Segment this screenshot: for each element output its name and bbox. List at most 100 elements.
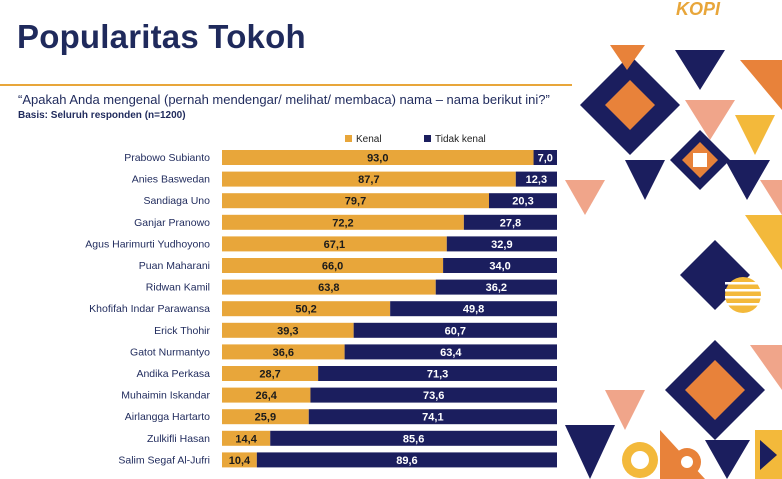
bar-kenal <box>222 430 271 446</box>
deco-shape <box>605 390 645 430</box>
bar-kenal <box>222 171 516 187</box>
value-label-kenal: 26,4 <box>256 390 278 402</box>
value-label-tidak-kenal: 63,4 <box>440 347 462 359</box>
decorative-pattern <box>565 45 782 479</box>
chart-rows: Prabowo Subianto 93,0 7,0 Anies Baswedan 87,… <box>85 150 557 468</box>
page-title: Popularitas Tokoh <box>17 18 306 55</box>
deco-shape <box>750 345 782 390</box>
deco-shape <box>740 60 782 110</box>
bar-tidak-kenal <box>270 430 557 446</box>
value-label-tidak-kenal: 85,6 <box>403 433 424 445</box>
bar-kenal <box>222 236 447 252</box>
bar-tidak-kenal <box>446 236 557 252</box>
bar-kenal <box>222 301 391 317</box>
value-label-tidak-kenal: 89,6 <box>396 455 417 467</box>
deco-shape <box>725 303 761 306</box>
deco-shape <box>705 440 750 479</box>
deco-shape <box>735 115 775 155</box>
value-label-tidak-kenal: 34,0 <box>489 261 510 273</box>
category-label: Khofifah Indar Parawansa <box>89 303 210 315</box>
bar-tidak-kenal <box>308 409 557 425</box>
deco-shape <box>610 45 645 70</box>
bar-tidak-kenal <box>533 150 557 165</box>
bar-tidak-kenal <box>310 387 557 403</box>
value-label-kenal: 79,7 <box>345 196 366 208</box>
category-label: Puan Maharani <box>139 260 210 272</box>
bar-tidak-kenal <box>256 452 557 468</box>
legend-swatch-tidak-kenal <box>424 135 431 142</box>
category-label: Anies Baswedan <box>132 174 210 186</box>
deco-shape <box>693 153 707 167</box>
category-label: Muhaimin Iskandar <box>121 390 210 402</box>
bar-tidak-kenal <box>515 171 557 187</box>
value-label-kenal: 36,6 <box>273 347 294 359</box>
category-label: Gatot Nurmantyo <box>130 346 210 358</box>
bar-kenal <box>222 452 257 468</box>
popularity-bar-chart: Kenal Tidak kenal Prabowo Subianto 93,0 7,0… <box>85 134 557 468</box>
deco-shape <box>725 160 770 200</box>
value-label-kenal: 50,2 <box>295 304 316 316</box>
bar-tidak-kenal <box>353 322 557 338</box>
title-divider <box>0 84 572 86</box>
brand-logo: KOPI <box>676 0 721 19</box>
bar-kenal <box>222 344 345 360</box>
deco-shape <box>760 180 782 215</box>
bar-tidak-kenal <box>318 366 557 381</box>
deco-shape <box>565 180 605 215</box>
value-label-tidak-kenal: 7,0 <box>538 153 553 165</box>
category-label: Zulkifli Hasan <box>147 433 210 445</box>
value-label-tidak-kenal: 12,3 <box>526 174 547 186</box>
deco-shape <box>745 215 782 270</box>
bar-tidak-kenal <box>488 193 557 209</box>
deco-shape <box>725 282 761 285</box>
bar-tidak-kenal <box>435 279 557 295</box>
deco-shape <box>681 456 693 468</box>
value-label-kenal: 28,7 <box>259 369 280 381</box>
legend-label: Tidak kenal <box>435 134 486 145</box>
survey-question: “Apakah Anda mengenal (pernah mendengar/… <box>18 92 550 107</box>
value-label-tidak-kenal: 32,9 <box>491 239 512 251</box>
legend-label: Kenal <box>356 134 382 145</box>
deco-shape <box>565 425 615 479</box>
bar-kenal <box>222 322 354 338</box>
value-label-kenal: 39,3 <box>277 325 298 337</box>
deco-shape <box>625 160 665 200</box>
value-label-kenal: 25,9 <box>255 412 276 424</box>
category-label: Sandiaga Uno <box>143 195 210 207</box>
value-label-kenal: 87,7 <box>358 174 379 186</box>
bar-kenal <box>222 366 319 381</box>
legend-swatch-kenal <box>345 135 352 142</box>
value-label-tidak-kenal: 27,8 <box>500 217 521 229</box>
category-label: Agus Harimurti Yudhoyono <box>85 238 210 250</box>
value-label-tidak-kenal: 73,6 <box>423 390 444 402</box>
bar-tidak-kenal <box>463 214 557 230</box>
bar-kenal <box>222 387 311 403</box>
category-label: Andika Perkasa <box>136 368 210 380</box>
value-label-kenal: 72,2 <box>332 217 353 229</box>
value-label-tidak-kenal: 49,8 <box>463 304 484 316</box>
value-label-tidak-kenal: 60,7 <box>445 325 466 337</box>
deco-shape <box>605 80 655 130</box>
value-label-tidak-kenal: 71,3 <box>427 369 448 381</box>
bar-kenal <box>222 258 444 273</box>
deco-shape <box>685 360 745 420</box>
deco-shape <box>631 451 649 469</box>
value-label-kenal: 66,0 <box>322 261 343 273</box>
category-label: Ridwan Kamil <box>146 282 210 294</box>
bar-kenal <box>222 279 436 295</box>
category-label: Ganjar Pranowo <box>134 217 210 229</box>
deco-shape <box>760 440 777 470</box>
bar-kenal <box>222 193 489 209</box>
value-label-kenal: 63,8 <box>318 282 339 294</box>
category-label: Erick Thohir <box>154 325 210 337</box>
bar-kenal <box>222 214 464 230</box>
deco-shape <box>725 289 761 292</box>
value-label-tidak-kenal: 74,1 <box>422 412 443 424</box>
value-label-kenal: 10,4 <box>229 455 251 467</box>
value-label-tidak-kenal: 36,2 <box>486 282 507 294</box>
deco-shape <box>685 100 735 140</box>
category-label: Salim Segaf Al-Jufri <box>118 454 210 466</box>
value-label-kenal: 67,1 <box>324 239 345 251</box>
bar-tidak-kenal <box>390 301 557 317</box>
category-label: Airlangga Hartarto <box>125 411 210 423</box>
